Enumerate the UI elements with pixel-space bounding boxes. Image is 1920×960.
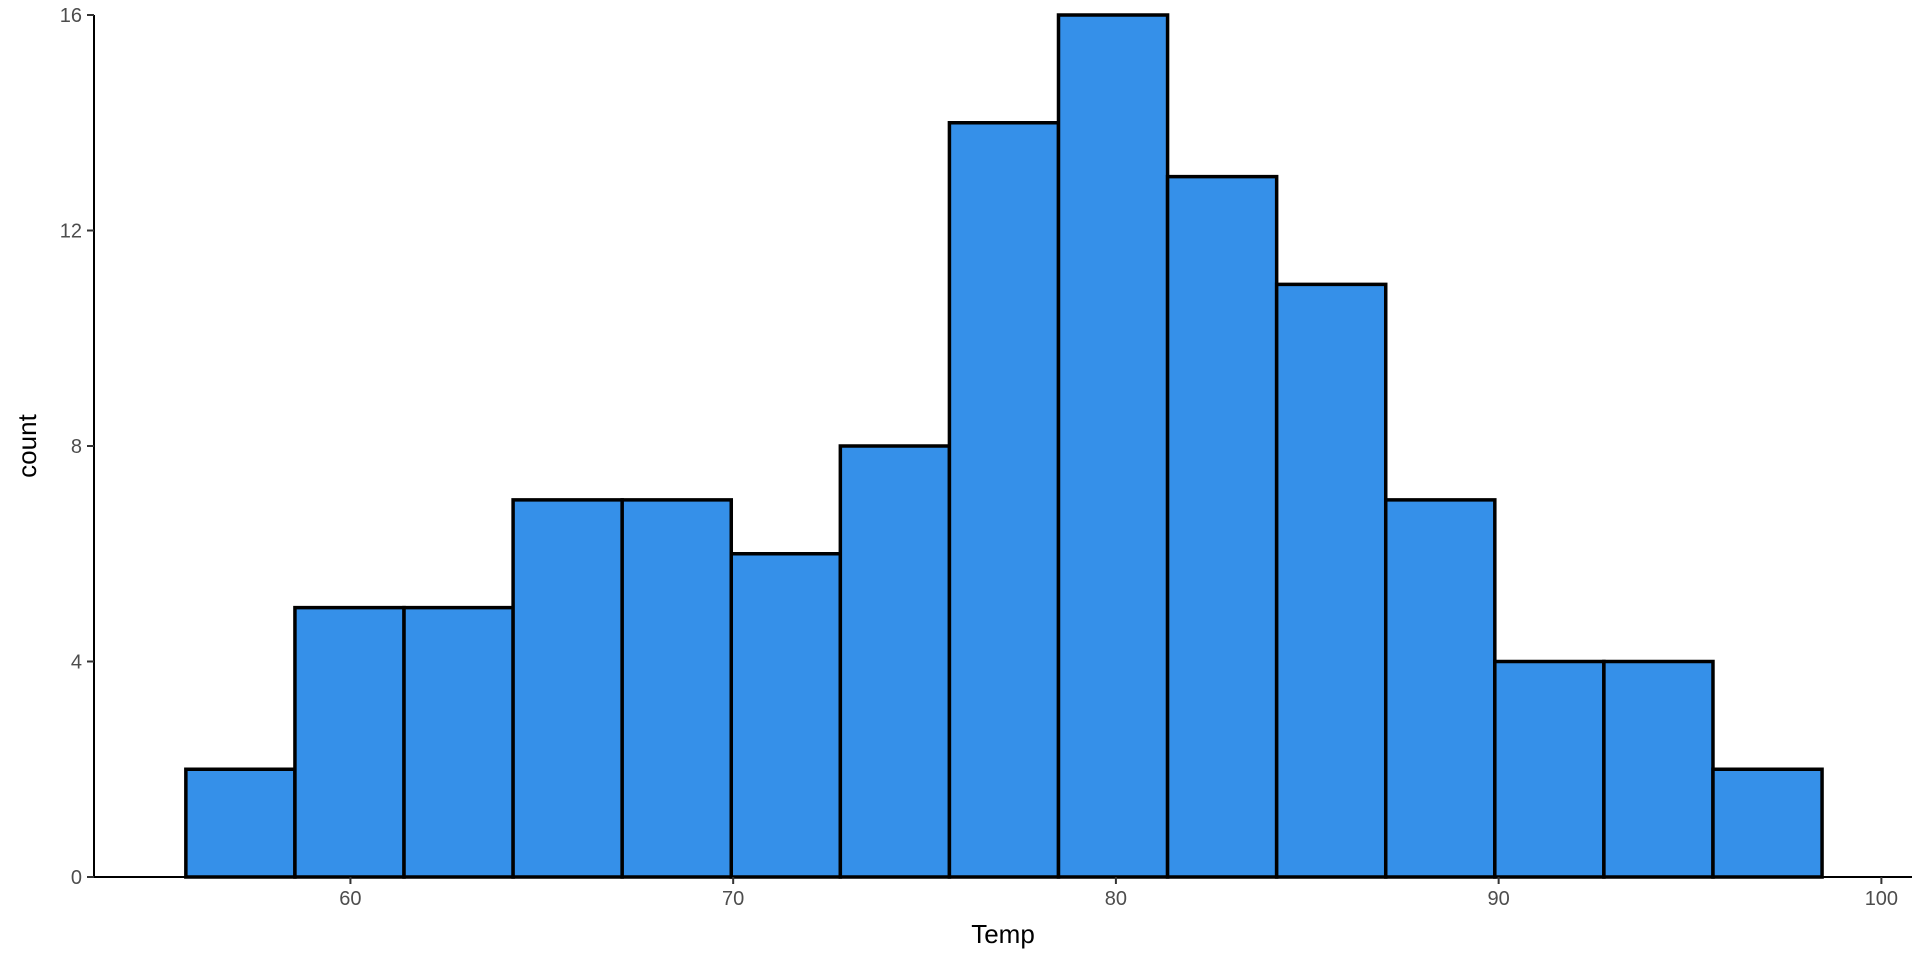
histogram-bar-4 xyxy=(620,498,734,879)
y-tick-label-8: 8 xyxy=(71,436,82,458)
x-tick-label-60: 60 xyxy=(339,888,361,910)
y-ticks-layer: 0 4 8 12 16 xyxy=(60,5,94,889)
histogram-bar-3 xyxy=(511,498,624,879)
histogram-bar-0 xyxy=(184,767,297,879)
histogram-bar-6 xyxy=(838,444,952,879)
bars-layer xyxy=(184,13,1824,879)
x-tick-label-100: 100 xyxy=(1865,888,1898,910)
histogram-bar-11 xyxy=(1383,498,1497,879)
histogram-bar-12 xyxy=(1493,659,1606,879)
x-axis-title: Temp xyxy=(971,919,1035,949)
y-tick-label-4: 4 xyxy=(71,652,82,674)
histogram-bar-9 xyxy=(1165,174,1279,879)
histogram-bar-8 xyxy=(1056,13,1170,879)
histogram-bar-14 xyxy=(1711,767,1824,879)
histogram-bar-10 xyxy=(1274,282,1388,879)
y-tick-label-16: 16 xyxy=(60,5,82,27)
histogram-bar-13 xyxy=(1602,659,1715,879)
y-tick-label-0: 0 xyxy=(71,867,82,889)
x-tick-label-90: 90 xyxy=(1488,888,1510,910)
histogram-bar-5 xyxy=(729,552,843,879)
x-ticks-layer: 60 70 80 90 100 xyxy=(339,877,1898,910)
y-tick-label-12: 12 xyxy=(60,221,82,243)
histogram-bar-7 xyxy=(947,121,1061,879)
histogram-bar-1 xyxy=(293,605,406,879)
histogram-bar-2 xyxy=(402,605,515,879)
y-axis-title: count xyxy=(12,413,42,477)
x-tick-label-80: 80 xyxy=(1105,888,1127,910)
x-tick-label-70: 70 xyxy=(722,888,744,910)
